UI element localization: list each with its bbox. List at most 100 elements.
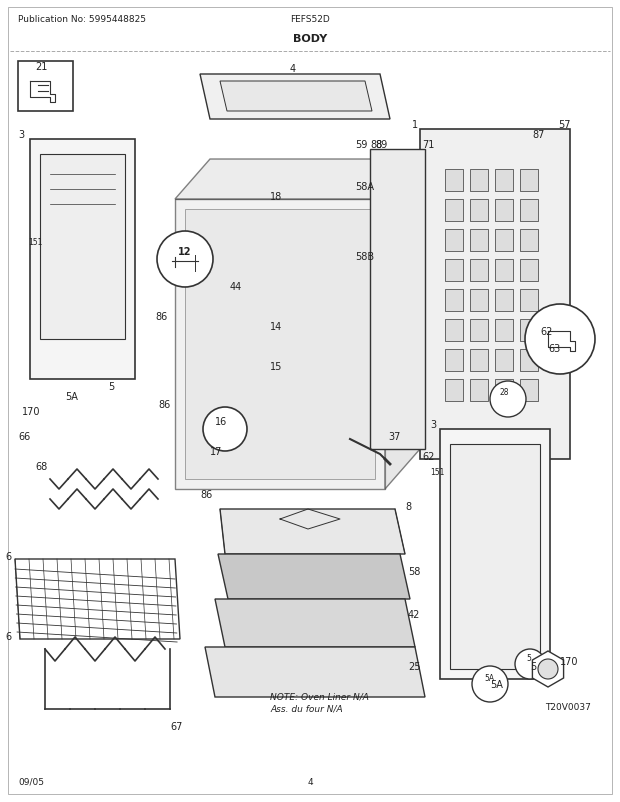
Bar (520, 350, 538, 371)
Bar (520, 290, 538, 312)
Circle shape (472, 666, 508, 702)
Text: 63: 63 (548, 343, 560, 354)
Text: 6: 6 (5, 631, 11, 642)
Bar (470, 379, 488, 402)
Bar (520, 229, 538, 252)
Text: FEFS52D: FEFS52D (290, 15, 330, 24)
Text: 1: 1 (412, 119, 418, 130)
Circle shape (538, 659, 558, 679)
Bar (445, 290, 463, 312)
Text: 28: 28 (500, 387, 510, 396)
Text: 09/05: 09/05 (18, 777, 44, 786)
Bar (450, 444, 540, 669)
Bar (30, 140, 135, 379)
Bar (445, 170, 463, 192)
Text: 37: 37 (388, 431, 401, 441)
Text: 87: 87 (532, 130, 544, 140)
Text: 5: 5 (530, 661, 536, 671)
Bar (495, 290, 513, 312)
Bar (445, 229, 463, 252)
Text: 3: 3 (430, 419, 436, 429)
Text: 6: 6 (5, 551, 11, 561)
Text: 58A: 58A (355, 182, 374, 192)
Polygon shape (385, 160, 420, 489)
Text: 58: 58 (408, 566, 420, 577)
Text: 71: 71 (422, 140, 435, 150)
Text: 25: 25 (408, 661, 420, 671)
Text: 62: 62 (540, 326, 552, 337)
Polygon shape (185, 210, 375, 480)
Text: 21: 21 (35, 62, 47, 72)
Polygon shape (200, 75, 390, 119)
Polygon shape (205, 647, 425, 697)
Text: 88: 88 (370, 140, 383, 150)
Text: T20V0037: T20V0037 (545, 702, 591, 711)
Bar (370, 150, 425, 449)
Polygon shape (175, 200, 385, 489)
Bar (18, 62, 73, 111)
Bar (40, 155, 125, 339)
Text: 59: 59 (355, 140, 368, 150)
Bar (495, 320, 513, 342)
Text: 58B: 58B (355, 252, 374, 261)
Circle shape (203, 407, 247, 452)
Bar (470, 170, 488, 192)
Bar (445, 260, 463, 282)
Bar (495, 350, 513, 371)
Polygon shape (220, 82, 372, 111)
Polygon shape (220, 509, 405, 554)
Text: 67: 67 (170, 721, 182, 731)
Text: Ass. du four N/A: Ass. du four N/A (270, 704, 343, 713)
Text: 5: 5 (108, 382, 114, 391)
Bar (495, 229, 513, 252)
Text: 3: 3 (18, 130, 24, 140)
Bar (470, 260, 488, 282)
Bar (445, 379, 463, 402)
Text: BODY: BODY (293, 34, 327, 44)
Text: 5: 5 (526, 653, 531, 662)
Bar (495, 200, 513, 221)
Bar (470, 290, 488, 312)
Text: 86: 86 (158, 399, 170, 410)
Bar (520, 260, 538, 282)
Text: 16: 16 (215, 416, 228, 427)
Bar (520, 200, 538, 221)
Text: Publication No: 5995448825: Publication No: 5995448825 (18, 15, 146, 24)
Circle shape (157, 232, 213, 288)
Text: 151: 151 (430, 468, 445, 476)
Bar (520, 320, 538, 342)
Bar (470, 320, 488, 342)
Text: 42: 42 (408, 610, 420, 619)
Circle shape (490, 382, 526, 418)
Polygon shape (218, 554, 410, 599)
Circle shape (525, 305, 595, 375)
Text: 66: 66 (18, 431, 30, 441)
Bar (420, 130, 570, 460)
Bar (470, 229, 488, 252)
Text: 86: 86 (155, 312, 167, 322)
Text: 4: 4 (307, 777, 313, 786)
Text: 18: 18 (270, 192, 282, 202)
Text: NOTE: Oven Liner N/A: NOTE: Oven Liner N/A (270, 692, 369, 701)
Text: 15: 15 (270, 362, 282, 371)
Text: 5A: 5A (490, 679, 503, 689)
Text: 170: 170 (22, 407, 40, 416)
Text: 17: 17 (210, 447, 223, 456)
Polygon shape (215, 599, 415, 647)
Polygon shape (175, 160, 420, 200)
Text: 170: 170 (560, 656, 578, 666)
Bar (445, 350, 463, 371)
Bar (440, 429, 550, 679)
Bar (520, 379, 538, 402)
Text: 8: 8 (405, 501, 411, 512)
Text: 68: 68 (35, 461, 47, 472)
Text: 86: 86 (200, 489, 212, 500)
Text: 5A: 5A (65, 391, 78, 402)
Circle shape (515, 649, 545, 679)
Bar (495, 260, 513, 282)
Bar (495, 379, 513, 402)
Text: 62: 62 (422, 452, 435, 461)
Text: 5A: 5A (484, 673, 494, 683)
Bar (495, 170, 513, 192)
Bar (445, 200, 463, 221)
